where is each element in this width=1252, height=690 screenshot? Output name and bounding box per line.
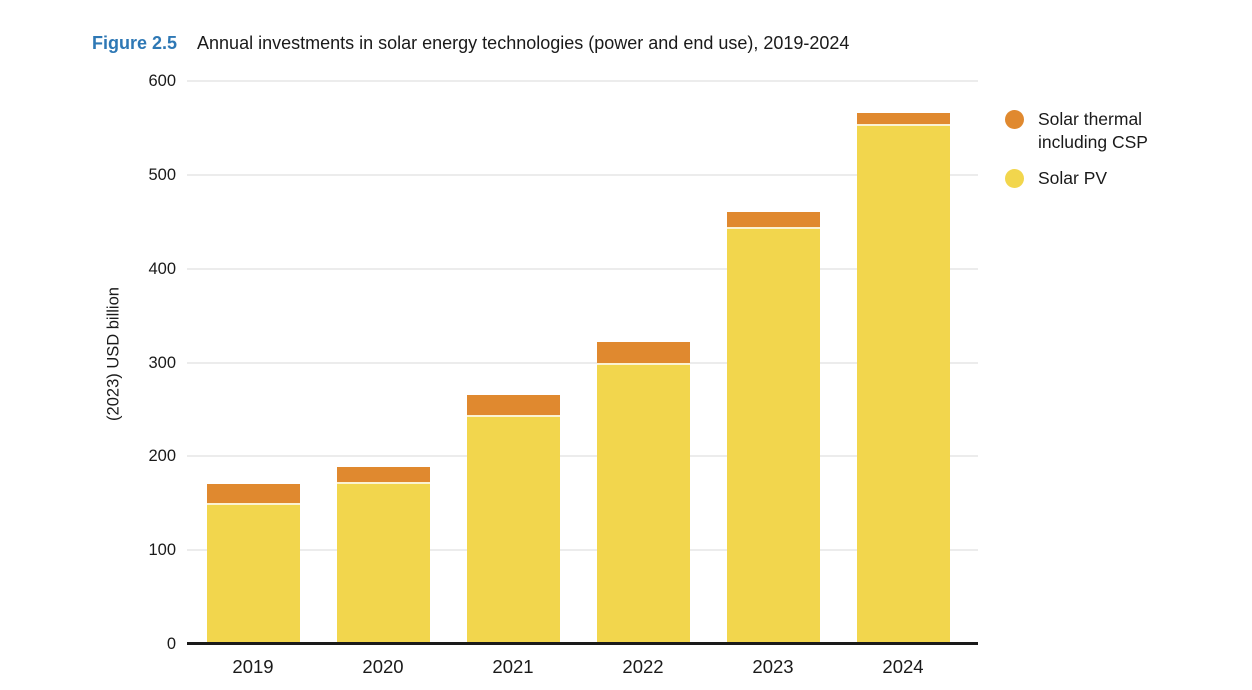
gridline-500 bbox=[187, 173, 978, 176]
bar-2021 bbox=[466, 395, 560, 644]
bar-2019-segment-divider bbox=[206, 503, 300, 506]
bar-2022 bbox=[596, 341, 690, 644]
legend-label-solar-pv: Solar PV bbox=[1038, 168, 1108, 188]
plot-area bbox=[187, 80, 978, 644]
bar-2022-segment-divider bbox=[596, 362, 690, 365]
y-tick-label-0: 0 bbox=[166, 635, 176, 653]
y-tick-label-200: 200 bbox=[148, 447, 176, 466]
gridline-100 bbox=[187, 549, 978, 552]
legend-label-solar-thermal: Solar thermal including CSP bbox=[1038, 109, 1148, 152]
figure-title: Annual investments in solar energy techn… bbox=[197, 33, 850, 53]
bar-2023-solar-thermal-segment bbox=[726, 212, 820, 228]
x-tick-label-2019: 2019 bbox=[232, 656, 274, 677]
figure-number-label: Figure 2.5 bbox=[92, 33, 178, 53]
bar-2020-solar-thermal-segment bbox=[336, 466, 430, 482]
bar-2022-solar-thermal-segment bbox=[596, 341, 690, 363]
bar-2023 bbox=[726, 212, 820, 644]
bar-2024 bbox=[856, 112, 950, 644]
bar-2020-segment-divider bbox=[336, 481, 430, 484]
legend-dot-solar-thermal-icon bbox=[1005, 110, 1024, 129]
x-tick-label-2023: 2023 bbox=[752, 656, 794, 677]
y-tick-label-100: 100 bbox=[148, 541, 176, 560]
bar-2019-solar-pv-segment bbox=[206, 505, 300, 644]
bar-2021-solar-thermal-segment bbox=[466, 395, 560, 416]
bar-2022-solar-pv-segment bbox=[596, 364, 690, 644]
bar-2020-solar-pv-segment bbox=[336, 483, 430, 644]
gridline-300 bbox=[187, 361, 978, 364]
x-tick-label-2021: 2021 bbox=[492, 656, 534, 677]
bar-2021-segment-divider bbox=[466, 415, 560, 418]
bar-2024-solar-pv-segment bbox=[856, 126, 950, 644]
gridline-600 bbox=[187, 80, 978, 82]
legend: Solar thermal including CSP Solar PV bbox=[1005, 108, 1176, 190]
x-tick-label-2024: 2024 bbox=[882, 656, 924, 677]
gridline-400 bbox=[187, 267, 978, 270]
bar-2024-solar-thermal-segment bbox=[856, 112, 950, 125]
figure-header: Figure 2.5 Annual investments in solar e… bbox=[92, 32, 849, 54]
bar-2024-segment-divider bbox=[856, 124, 950, 127]
y-tick-label-600: 600 bbox=[148, 72, 176, 90]
y-tick-label-300: 300 bbox=[148, 353, 176, 372]
bar-2023-solar-pv-segment bbox=[726, 229, 820, 644]
bar-2021-solar-pv-segment bbox=[466, 417, 560, 644]
legend-entry-solar-pv: Solar PV bbox=[1005, 167, 1176, 190]
bar-2023-segment-divider bbox=[726, 227, 820, 230]
bar-2020 bbox=[336, 466, 430, 644]
x-axis-line bbox=[187, 642, 978, 645]
bar-2019 bbox=[206, 483, 300, 644]
gridline-200 bbox=[187, 455, 978, 458]
legend-entry-solar-thermal: Solar thermal including CSP bbox=[1005, 108, 1176, 154]
y-tick-label-500: 500 bbox=[148, 165, 176, 184]
y-tick-label-400: 400 bbox=[148, 259, 176, 278]
x-tick-label-2020: 2020 bbox=[362, 656, 404, 677]
bar-2019-solar-thermal-segment bbox=[206, 483, 300, 504]
legend-dot-solar-pv-icon bbox=[1005, 169, 1024, 188]
x-tick-label-2022: 2022 bbox=[622, 656, 664, 677]
